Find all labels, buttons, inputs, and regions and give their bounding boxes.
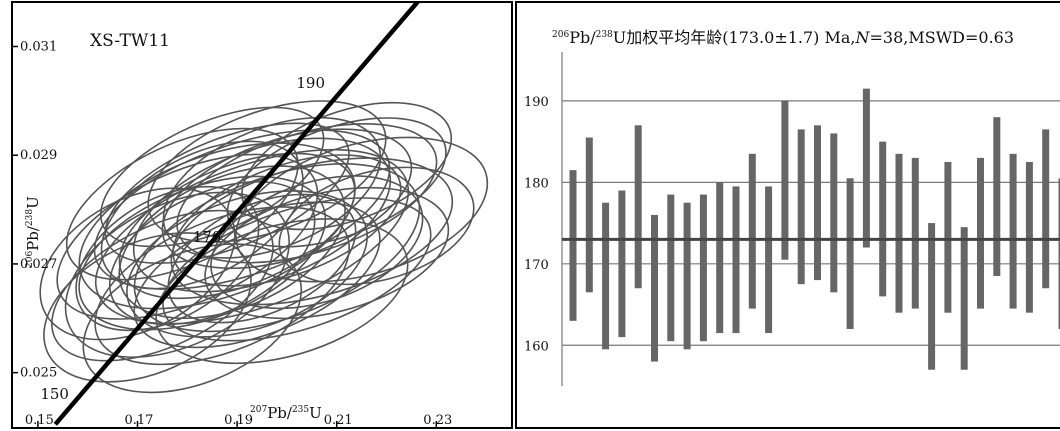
y-tick-label: 0.029	[20, 148, 57, 163]
y-label-main2: U	[24, 196, 42, 209]
title-main2: U加权平均年龄(173.0±1.7) Ma,	[613, 28, 856, 47]
age-error-bar	[879, 141, 887, 297]
title-main3: =38,MSWD=0.63	[870, 28, 1015, 47]
concordia-curve	[53, 3, 420, 426]
age-error-bar	[1058, 178, 1060, 329]
y-axis-ticks: 0.025 0.027 0.029 0.031	[12, 39, 57, 381]
y-label-main: Pb/	[24, 225, 42, 251]
age-error-bar	[993, 117, 1001, 277]
error-ellipse	[93, 129, 391, 290]
weighted-mean-chart: 206Pb/238U加权平均年龄(173.0±1.7) Ma,N=38,MSWD…	[515, 1, 1060, 429]
x-label-sup2: 235	[292, 405, 309, 415]
x-tick-label: 0.23	[423, 413, 452, 428]
concordia-age-labels: 150 170 190	[40, 74, 325, 403]
age-error-bar	[618, 190, 626, 338]
sample-label: XS-TW11	[90, 31, 170, 51]
age-error-bar	[797, 129, 805, 285]
age-error-bar	[895, 153, 903, 313]
x-tick-label: 0.17	[125, 413, 154, 428]
age-error-bar	[1025, 161, 1033, 313]
age-error-bar	[748, 153, 756, 309]
age-error-bar	[846, 178, 854, 329]
concordia-age-label: 190	[296, 74, 325, 92]
age-error-bar	[814, 125, 821, 281]
error-ellipse	[78, 175, 327, 331]
age-error-bar	[862, 88, 870, 248]
age-error-bar	[781, 100, 789, 260]
age-error-bar	[1009, 153, 1017, 309]
x-tick-label: 0.15	[25, 413, 54, 428]
age-error-bar	[944, 161, 952, 313]
age-error-bar	[683, 202, 691, 350]
title-italic: N	[855, 28, 871, 47]
y-axis-label: 206Pb/238U	[24, 196, 42, 268]
error-ellipse	[104, 122, 350, 265]
error-ellipse	[172, 154, 402, 287]
age-error-bar	[977, 157, 984, 309]
age-error-bars	[569, 88, 1060, 370]
error-ellipse	[147, 100, 387, 243]
y-label-sup: 206	[25, 251, 35, 268]
error-ellipse	[210, 175, 424, 310]
age-error-bar	[911, 157, 919, 309]
x-tick-label: 0.19	[224, 413, 253, 428]
x-axis-label: 207Pb/235U	[250, 404, 322, 422]
age-error-bar	[1042, 129, 1050, 289]
x-label-main2: U	[309, 404, 322, 422]
y-label-sup2: 238	[25, 209, 35, 226]
title-sup2: 238	[596, 30, 613, 40]
error-ellipse	[278, 166, 475, 286]
error-ellipse	[162, 116, 382, 259]
age-error-bar	[602, 202, 610, 350]
age-error-bar	[830, 133, 838, 293]
x-label-sup: 207	[250, 405, 267, 415]
error-ellipse	[75, 185, 260, 332]
error-ellipse	[65, 127, 299, 281]
y-tick-label: 0.031	[20, 39, 57, 54]
concordia-frame	[11, 1, 513, 429]
title-sup: 206	[552, 30, 569, 40]
error-ellipse	[235, 136, 489, 283]
age-error-bar	[651, 214, 658, 362]
age-error-bar	[634, 125, 642, 289]
age-error-bar	[716, 182, 724, 334]
concordia-age-label: 170	[193, 228, 222, 246]
error-ellipse	[94, 206, 351, 366]
age-error-bar	[667, 194, 675, 342]
x-tick-label: 0.21	[324, 413, 353, 428]
error-ellipse	[118, 165, 346, 320]
chart-title: 206Pb/238U加权平均年龄(173.0±1.7) Ma,N=38,MSWD…	[552, 28, 1014, 47]
x-label-main: Pb/	[267, 404, 293, 422]
age-error-bar	[765, 186, 773, 334]
error-ellipse	[162, 197, 432, 342]
age-error-bar	[732, 186, 740, 334]
error-ellipse	[94, 148, 410, 325]
error-ellipse	[39, 187, 236, 341]
error-ellipse	[51, 209, 274, 362]
error-ellipse	[126, 190, 368, 338]
y-tick-label: 0.025	[20, 366, 57, 381]
y-tick-label: 180	[524, 176, 549, 191]
age-error-bar	[699, 194, 707, 342]
y-tick-label: 0.027	[20, 257, 57, 272]
y-tick-label: 160	[524, 339, 549, 354]
y-tick-label: 190	[524, 95, 549, 110]
age-error-bar	[585, 137, 593, 293]
concordia-chart: 0.025 0.027 0.029 0.031 0.15 0.17 0.19 0.21 0.2…	[11, 1, 513, 429]
x-axis-ticks: 0.15 0.17 0.19 0.21 0.23	[25, 413, 452, 428]
age-error-bar	[928, 223, 936, 370]
y-tick-label: 170	[524, 258, 549, 273]
age-error-bar	[960, 227, 968, 370]
title-main: Pb/	[569, 28, 596, 47]
concordia-age-label: 150	[40, 385, 69, 403]
age-error-bar	[569, 170, 577, 321]
